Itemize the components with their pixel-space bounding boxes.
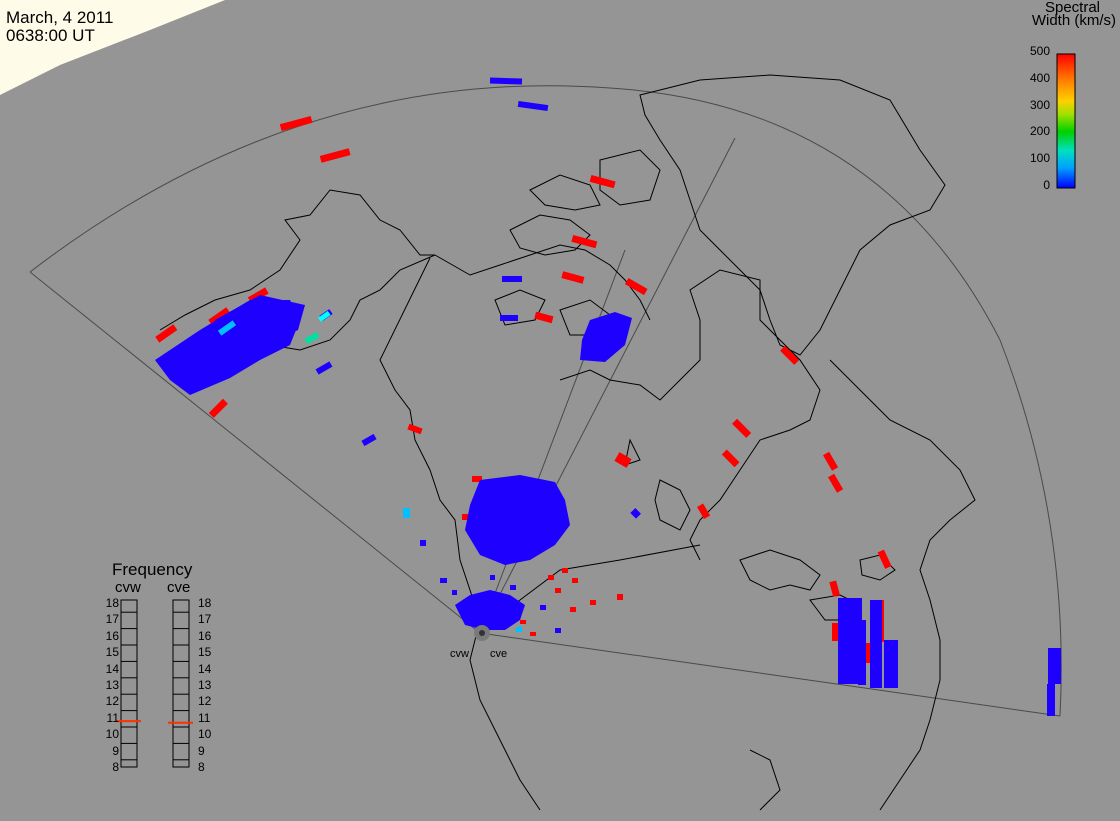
- colorbar-tick-label: 500: [1029, 44, 1050, 58]
- frequency-label-cve: 12: [198, 694, 212, 709]
- radar-label-cve: cve: [490, 648, 508, 660]
- colorbar: [1056, 53, 1076, 189]
- coastlines: [159, 74, 976, 811]
- scatter-cells-low: [155, 77, 1061, 716]
- frequency-label-cvw: 13: [105, 678, 119, 692]
- frequency-label-cve: 13: [198, 678, 212, 692]
- frequency-label-cvw: 15: [105, 645, 119, 660]
- frequency-label-cve: 18: [198, 596, 212, 610]
- fov-outline: [29, 85, 1062, 717]
- radar-site: [474, 625, 490, 641]
- frequency-label-cvw: 16: [105, 628, 119, 643]
- frequency-scales: [120, 599, 190, 768]
- colorbar-tick-label: 200: [1029, 124, 1050, 139]
- frequency-label-cve: 15: [198, 645, 212, 660]
- frequency-title: Frequency: [112, 560, 193, 579]
- daylight-region: [0, 0, 225, 95]
- frequency-radar-cve: cve: [167, 579, 191, 596]
- frequency-label-cvw: 18: [105, 596, 119, 610]
- frequency-label-cvw: 10: [105, 727, 119, 742]
- time-label: 0638:00 UT: [6, 26, 95, 45]
- frequency-label-cvw: 14: [105, 661, 119, 676]
- frequency-label-cvw: 9: [112, 743, 119, 758]
- frequency-label-cve: 11: [198, 710, 211, 725]
- frequency-label-cve: 17: [198, 612, 212, 627]
- frequency-label-cve: 10: [198, 727, 212, 742]
- frequency-label-cve: 14: [198, 661, 212, 676]
- colorbar-tick-label: 300: [1029, 97, 1050, 112]
- scatter-cells-mid: [217, 310, 522, 632]
- frequency-radar-cvw: cvw: [115, 579, 141, 596]
- frequency-label-cvw: 8: [112, 760, 119, 774]
- frequency-label-cvw: 12: [105, 694, 119, 709]
- frequency-label-cvw: 17: [105, 612, 119, 627]
- colorbar-title-line1: Spectral: [1044, 0, 1100, 16]
- frequency-label-cve: 16: [198, 628, 212, 643]
- colorbar-title-line2: Width (km/s): [1031, 12, 1116, 29]
- frequency-label-cvw: 11: [106, 710, 119, 725]
- colorbar-tick-label: 100: [1029, 151, 1050, 166]
- colorbar-tick-label: 0: [1043, 178, 1050, 192]
- scatter-cells-high: [155, 115, 892, 663]
- colorbar-tick-label: 400: [1029, 70, 1050, 85]
- date-label: March, 4 2011: [6, 8, 114, 27]
- frequency-label-cve: 8: [198, 760, 205, 774]
- frequency-markers: [116, 720, 193, 724]
- radar-label-cvw: cvw: [450, 648, 469, 660]
- frequency-scale-ticks: [121, 611, 189, 761]
- frequency-label-cve: 9: [198, 743, 205, 758]
